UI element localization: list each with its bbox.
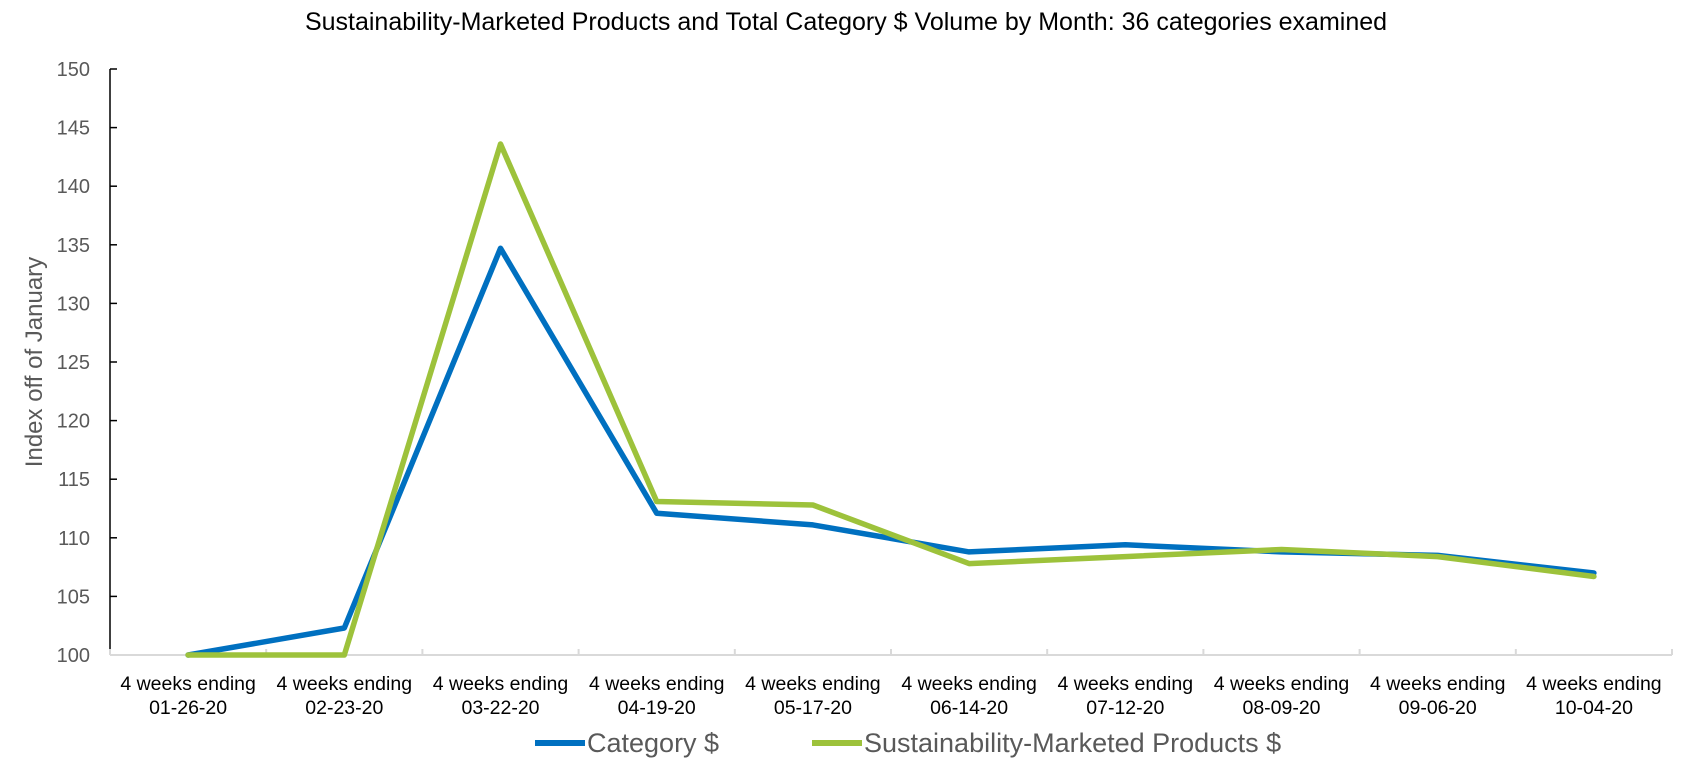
y-tick-label: 145 — [57, 118, 90, 140]
y-tick-label: 110 — [58, 528, 90, 550]
x-tick-label-line2: 09-06-20 — [1399, 697, 1477, 719]
x-tick-label-line1: 4 weeks ending — [1370, 673, 1506, 695]
x-tick-label-line2: 04-19-20 — [618, 697, 696, 719]
x-tick-label-line1: 4 weeks ending — [1214, 673, 1350, 695]
legend-label: Category $ — [587, 728, 719, 758]
x-tick-label-line2: 07-12-20 — [1086, 697, 1164, 719]
x-tick-label-line2: 08-09-20 — [1242, 697, 1320, 719]
x-tick-label-line1: 4 weeks ending — [120, 673, 256, 695]
y-tick-label: 115 — [58, 469, 90, 491]
x-tick-label-line2: 03-22-20 — [461, 697, 539, 719]
y-tick-label: 100 — [57, 645, 90, 667]
y-tick-label: 150 — [57, 59, 90, 81]
x-tick-label-line2: 01-26-20 — [149, 697, 227, 719]
series-line-category — [185, 245, 1597, 658]
y-axis: 100 105 110 115 120 125 130 135 140 145 150 — [57, 59, 117, 667]
x-tick-label-line1: 4 weeks ending — [589, 673, 725, 695]
series-line-sustainability — [185, 141, 1597, 658]
x-tick-label-line1: 4 weeks ending — [745, 673, 881, 695]
x-tick-label-line1: 4 weeks ending — [901, 673, 1037, 695]
x-tick-label-line1: 4 weeks ending — [1526, 673, 1662, 695]
y-axis-title: Index off of January — [21, 257, 48, 467]
series-lines — [185, 141, 1597, 658]
chart-title: Sustainability-Marketed Products and Tot… — [304, 8, 1388, 36]
y-tick-label: 130 — [57, 293, 90, 315]
legend: Category $ Sustainability-Marketed Produc… — [535, 728, 1281, 758]
x-tick-label-line2: 10-04-20 — [1555, 697, 1633, 719]
x-tick-label-line2: 02-23-20 — [305, 697, 383, 719]
x-tick-label-line1: 4 weeks ending — [1058, 673, 1194, 695]
y-tick-label: 120 — [57, 411, 90, 433]
x-tick-label-line2: 05-17-20 — [774, 697, 852, 719]
x-tick-label-line1: 4 weeks ending — [277, 673, 413, 695]
y-tick-label: 105 — [57, 586, 90, 608]
y-tick-label: 125 — [57, 352, 90, 374]
x-tick-label-line2: 06-14-20 — [930, 697, 1008, 719]
y-tick-label: 135 — [57, 235, 90, 257]
y-tick-label: 140 — [57, 176, 90, 198]
x-tick-label-line1: 4 weeks ending — [433, 673, 569, 695]
legend-label: Sustainability-Marketed Products $ — [864, 728, 1281, 758]
